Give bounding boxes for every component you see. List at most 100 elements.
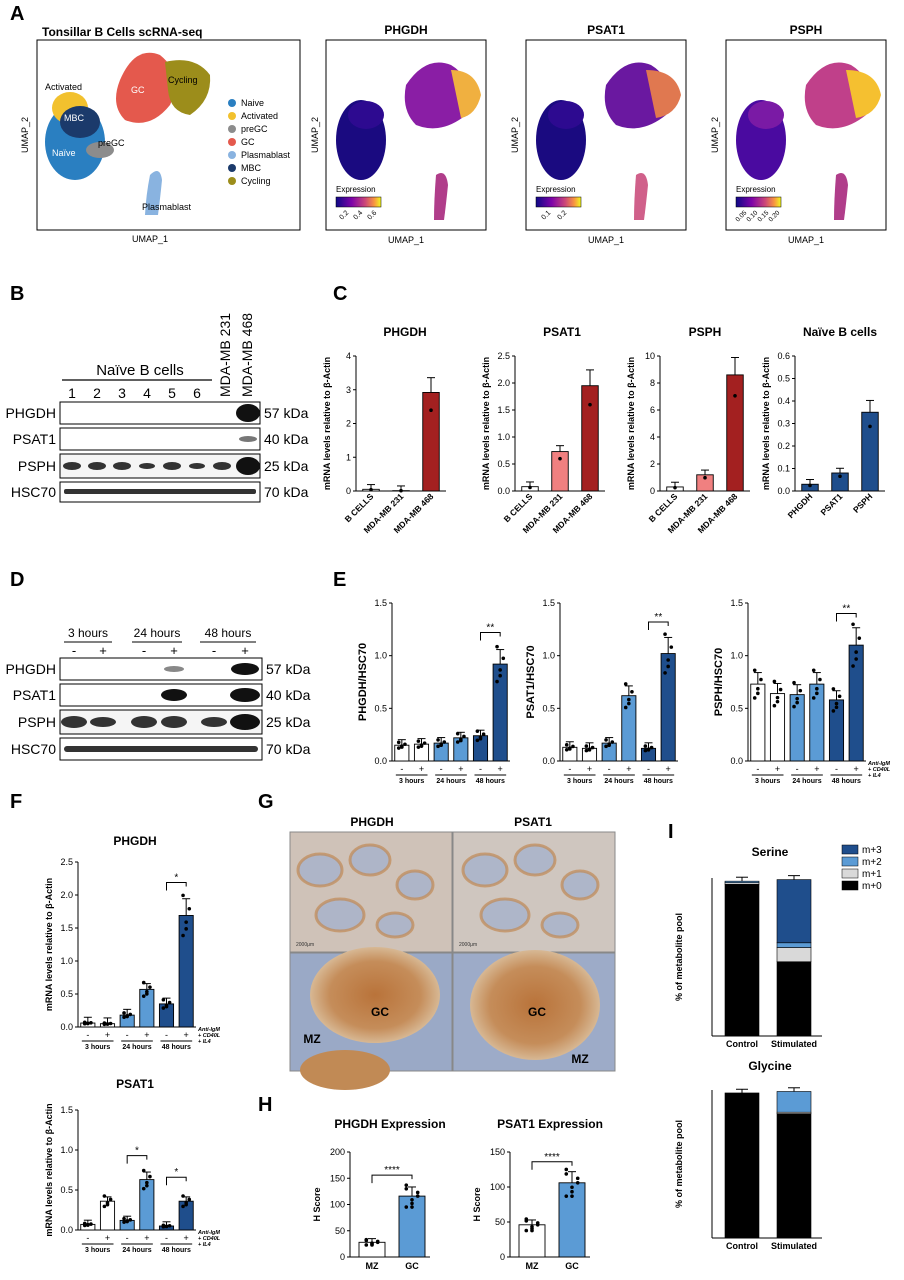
data-point <box>815 686 819 691</box>
sign-label: - <box>165 1233 168 1243</box>
sign-label: + <box>814 764 819 774</box>
legend-i: m+3 m+2 m+1 m+0 <box>841 844 882 892</box>
data-point <box>422 741 427 745</box>
data-point <box>558 456 562 461</box>
time-label: 24 hours <box>134 626 181 640</box>
bar <box>861 411 879 492</box>
significance-label: * <box>135 1146 139 1157</box>
kda-label: 25 kDa <box>264 458 309 474</box>
y-tick-label: 0.0 <box>60 1225 73 1235</box>
mz-label: MZ <box>571 1052 588 1066</box>
panel-label-g: G <box>258 791 274 813</box>
data-point <box>837 694 842 699</box>
chart-f1: 0.0 0.5 1.0 1.5 2.0 2.5 mRNA levels relative t… <box>44 834 221 1051</box>
data-point <box>82 1020 87 1025</box>
y-tick-label: 0 <box>346 486 351 496</box>
data-point <box>808 483 812 488</box>
data-point <box>772 679 777 684</box>
y-tick-label: 2.5 <box>60 857 73 867</box>
expression-title: Expression <box>536 185 576 194</box>
tick: 0.2 <box>556 210 568 222</box>
legend-mbc: MBC <box>241 163 262 173</box>
protein-label: PHGDH <box>5 405 56 421</box>
ihc-title: PSAT1 <box>514 815 552 829</box>
data-point <box>86 1223 90 1227</box>
feature-ylabel: UMAP_2 <box>310 117 320 153</box>
label-mbc: MBC <box>64 113 85 123</box>
data-point <box>673 485 677 490</box>
lane-label: 1 <box>68 385 76 401</box>
data-point <box>703 475 707 480</box>
treatment-note: Anti-IgM <box>867 761 890 767</box>
cellline-label: MDA-MB 231 <box>217 313 233 397</box>
data-point <box>161 997 166 1002</box>
panel-label-f: F <box>10 791 22 813</box>
data-point <box>798 688 803 693</box>
sign-label: - <box>796 764 799 774</box>
chart-title: PSPH <box>689 325 722 339</box>
legend-m3: m+3 <box>862 845 882 856</box>
sign-label: + <box>184 1233 189 1243</box>
label-activated: Activated <box>45 82 82 92</box>
kda-label: 70 kDa <box>266 741 311 757</box>
tick: 0.2 <box>338 210 350 222</box>
bar <box>492 663 508 762</box>
sign-label: - <box>165 1030 168 1040</box>
data-point <box>164 1004 169 1009</box>
y-tick-label: 4 <box>650 432 655 442</box>
cluster-plasmablast <box>145 171 162 215</box>
data-point <box>403 742 407 747</box>
label-pregc: preGC <box>98 138 125 148</box>
expression-title: Expression <box>336 185 376 194</box>
tick: 0.6 <box>366 210 378 222</box>
y-tick-label: 0.4 <box>777 396 790 406</box>
y-tick-label: 0.5 <box>777 374 790 384</box>
data-point <box>570 1194 574 1198</box>
lane-label: 4 <box>143 385 151 401</box>
sign: - <box>212 643 216 658</box>
y-tick-label: 150 <box>330 1173 345 1183</box>
data-point <box>851 664 855 668</box>
y-tick-label: 50 <box>495 1217 505 1227</box>
data-point <box>122 1220 126 1224</box>
data-point <box>89 1222 93 1226</box>
y-tick-label: 100 <box>490 1182 505 1192</box>
data-point <box>455 731 460 736</box>
data-point <box>792 704 796 709</box>
significance-bracket <box>371 1174 413 1184</box>
bar <box>621 695 637 762</box>
time-label: 24 hours <box>122 1044 151 1051</box>
data-point <box>564 1172 569 1176</box>
protein-label: PSAT1 <box>13 431 57 447</box>
data-point <box>122 1011 126 1015</box>
feature-title: PSAT1 <box>587 23 625 37</box>
significance-bracket <box>836 613 857 622</box>
tick: 0.4 <box>352 210 364 222</box>
time-label: 3 hours <box>755 778 780 785</box>
data-point <box>478 736 483 741</box>
y-tick-label: 1.5 <box>730 598 743 608</box>
significance-label: * <box>174 872 178 883</box>
chart-f2: 0.0 0.5 1.0 1.5 mRNA levels relative to β-Ac… <box>44 1077 221 1254</box>
y-tick-label: 0.0 <box>497 486 510 496</box>
y-tick-label: 1.5 <box>60 923 73 933</box>
kda-label: 57 kDa <box>264 405 309 421</box>
data-point <box>404 1186 409 1191</box>
x-tick-label: Stimulated <box>771 1241 817 1251</box>
chart-title: PSAT1 <box>116 1077 154 1091</box>
data-point <box>666 658 670 662</box>
significance-bracket <box>531 1161 573 1170</box>
significance-label: **** <box>544 1152 560 1163</box>
umap-title: Tonsillar B Cells scRNA-seq <box>42 25 203 39</box>
data-point <box>410 1201 414 1206</box>
kda-label: 40 kDa <box>264 431 309 447</box>
sign-label: - <box>126 1233 129 1243</box>
y-axis-label: H Score <box>472 1187 482 1221</box>
y-tick-label: 1.5 <box>60 1105 73 1115</box>
kda-label: 40 kDa <box>266 687 311 703</box>
data-point <box>108 1021 113 1026</box>
expression-title: Expression <box>736 185 776 194</box>
data-point <box>369 487 373 492</box>
data-point <box>439 743 443 748</box>
data-point <box>145 1180 149 1185</box>
